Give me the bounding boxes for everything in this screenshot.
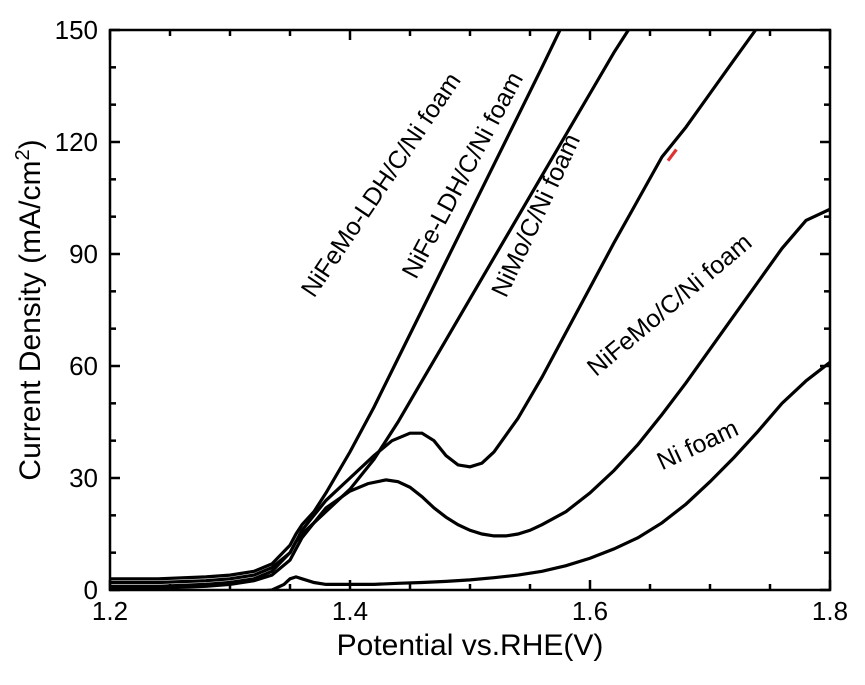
- y-tick-label: 150: [55, 15, 98, 45]
- plot-border: [110, 30, 830, 590]
- chart-svg: 1.21.41.61.80306090120150Potential vs.RH…: [0, 0, 865, 685]
- y-tick-label: 60: [69, 351, 98, 381]
- series-label: NiMo/C/Ni foam: [486, 130, 586, 302]
- x-tick-label: 1.4: [332, 596, 368, 626]
- chart-container: 1.21.41.61.80306090120150Potential vs.RH…: [0, 0, 865, 685]
- series-NiFe-LDH/C/Ni foam: [110, 30, 628, 583]
- x-tick-label: 1.8: [812, 596, 848, 626]
- x-tick-label: 1.6: [572, 596, 608, 626]
- y-tick-label: 30: [69, 463, 98, 493]
- y-tick-label: 120: [55, 127, 98, 157]
- y-tick-label: 0: [84, 575, 98, 605]
- series-label: Ni foam: [653, 414, 743, 476]
- y-tick-label: 90: [69, 239, 98, 269]
- y-axis-label: Current Density (mA/cm2): [12, 139, 47, 480]
- x-axis-label: Potential vs.RHE(V): [337, 629, 604, 662]
- series-Ni foam: [110, 362, 830, 593]
- series-red-mark: [668, 150, 676, 161]
